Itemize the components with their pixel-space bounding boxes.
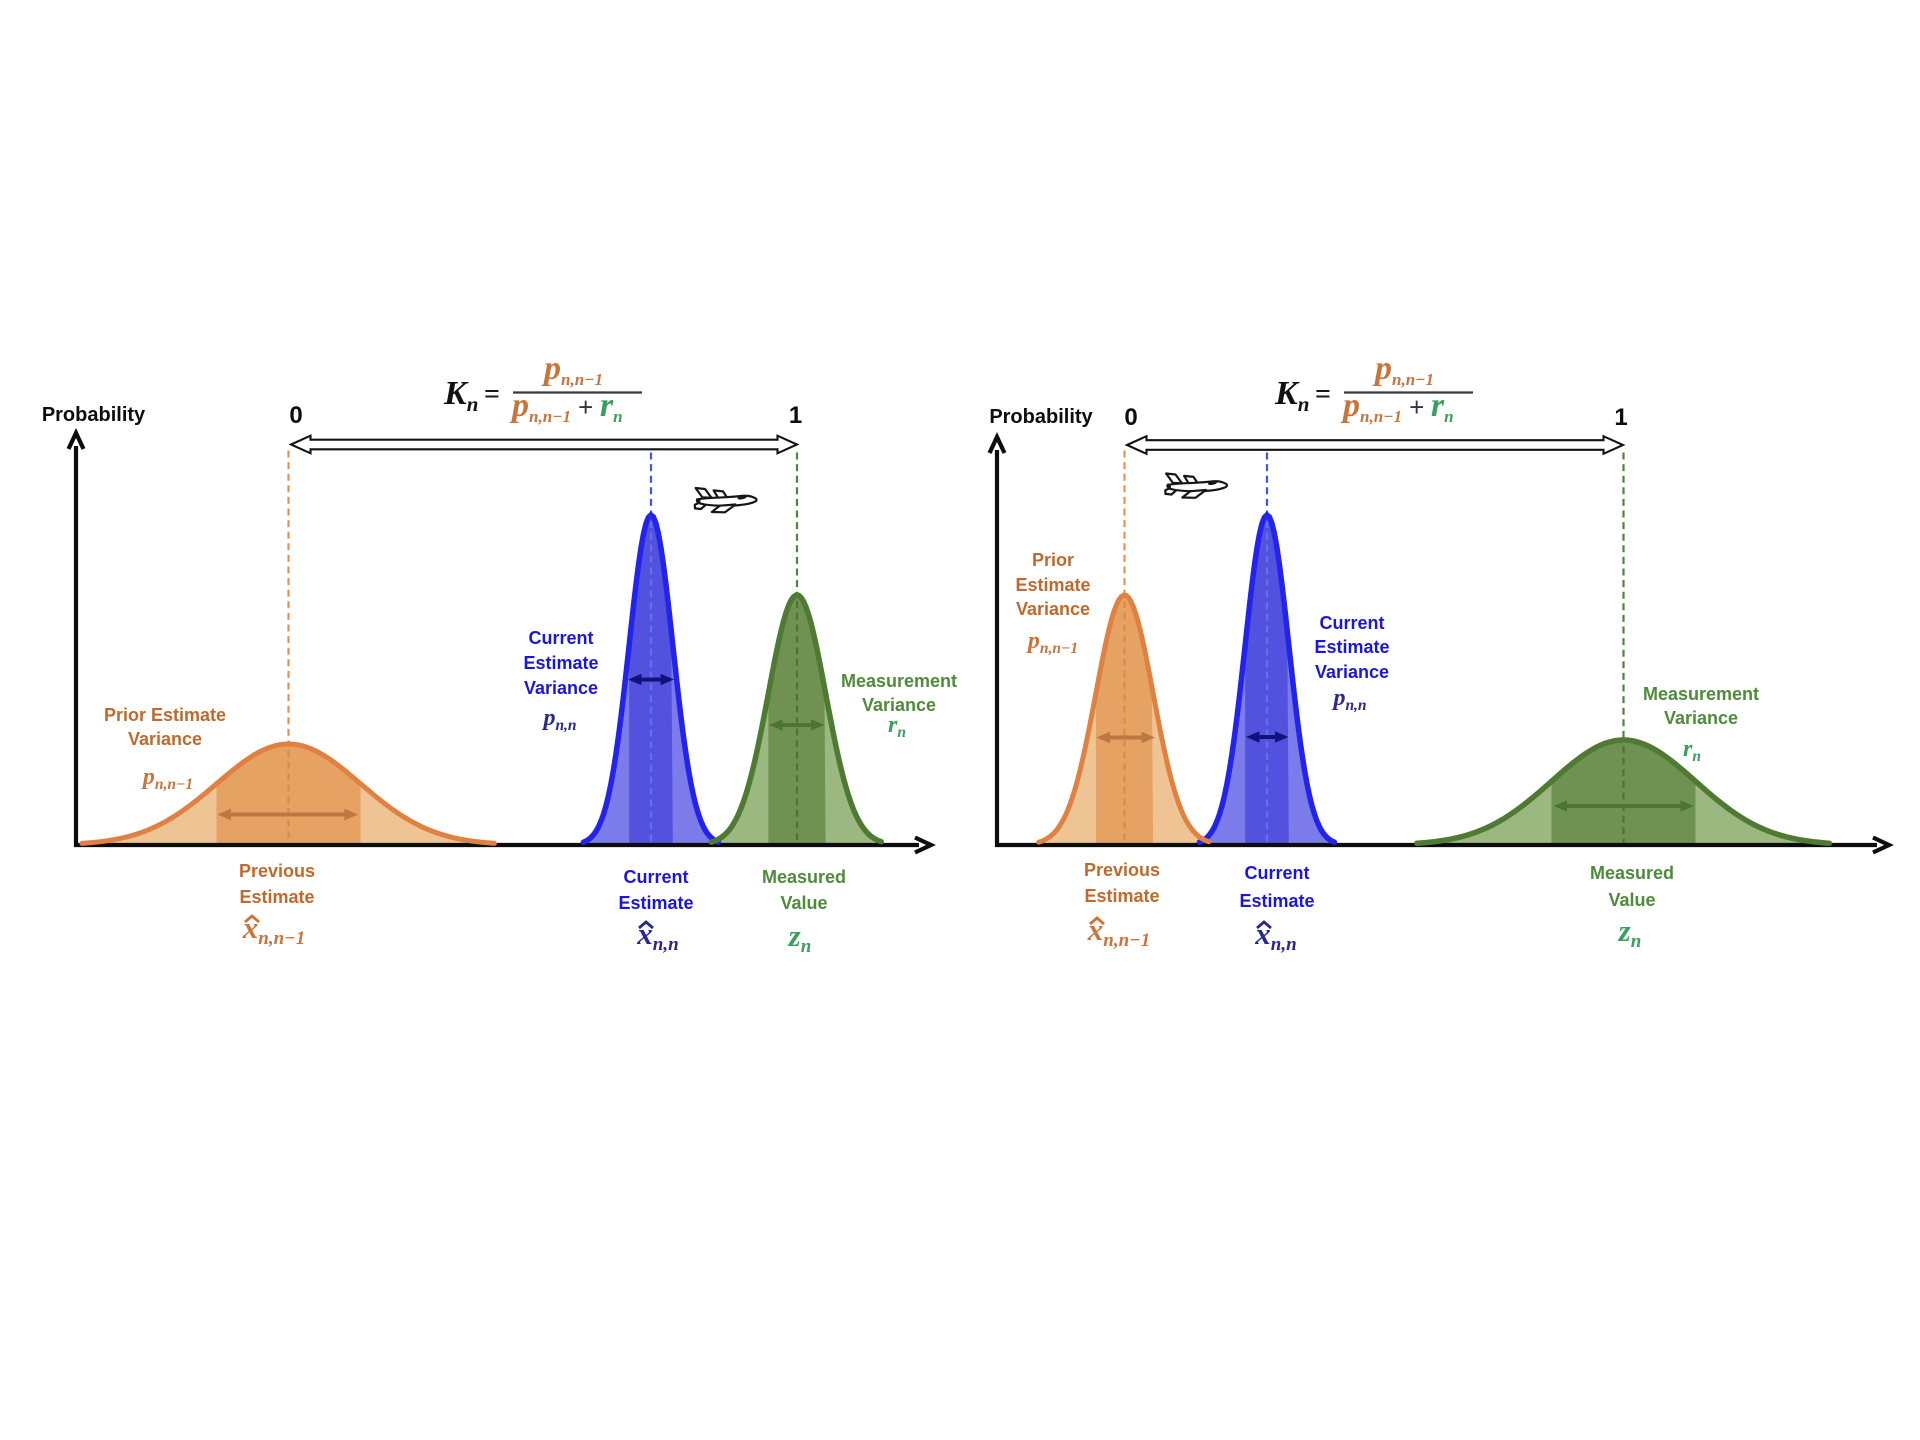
svg-text:=: = xyxy=(484,379,500,410)
svg-text:Prior Estimate: Prior Estimate xyxy=(104,705,226,725)
svg-text:Previous: Previous xyxy=(239,861,315,881)
svg-text:Current: Current xyxy=(623,867,688,887)
svg-text:0: 0 xyxy=(289,402,302,429)
svg-text:Estimate: Estimate xyxy=(239,887,314,907)
svg-text:Probability: Probability xyxy=(42,404,146,426)
svg-text:Estimate: Estimate xyxy=(1314,637,1389,657)
svg-text:Variance: Variance xyxy=(1016,599,1090,619)
svg-text:=: = xyxy=(1315,379,1331,410)
svg-text:Estimate: Estimate xyxy=(1084,886,1159,906)
svg-text:Estimate: Estimate xyxy=(523,653,598,673)
svg-text:Prior: Prior xyxy=(1032,550,1074,570)
svg-text:1: 1 xyxy=(1614,404,1627,431)
svg-text:Value: Value xyxy=(1608,890,1655,910)
svg-text:Variance: Variance xyxy=(524,678,598,698)
svg-text:Probability: Probability xyxy=(989,406,1093,428)
svg-text:Variance: Variance xyxy=(128,729,202,749)
svg-text:Measurement: Measurement xyxy=(1643,684,1759,704)
svg-text:0: 0 xyxy=(1124,404,1137,431)
svg-text:pn,n−1: pn,n−1 xyxy=(1372,350,1434,389)
svg-text:Measured: Measured xyxy=(1590,863,1674,883)
svg-text:Estimate: Estimate xyxy=(1015,575,1090,595)
svg-text:Previous: Previous xyxy=(1084,860,1160,880)
svg-text:Estimate: Estimate xyxy=(618,893,693,913)
svg-text:Variance: Variance xyxy=(1315,662,1389,682)
svg-text:Measurement: Measurement xyxy=(841,671,957,691)
svg-text:Current: Current xyxy=(1319,613,1384,633)
svg-text:Variance: Variance xyxy=(1664,708,1738,728)
svg-text:Estimate: Estimate xyxy=(1239,891,1314,911)
svg-text:Value: Value xyxy=(780,893,827,913)
svg-text:1: 1 xyxy=(789,402,802,429)
svg-text:Current: Current xyxy=(1244,863,1309,883)
svg-text:Measured: Measured xyxy=(762,867,846,887)
svg-text:Variance: Variance xyxy=(862,695,936,715)
svg-text:Current: Current xyxy=(528,628,593,648)
